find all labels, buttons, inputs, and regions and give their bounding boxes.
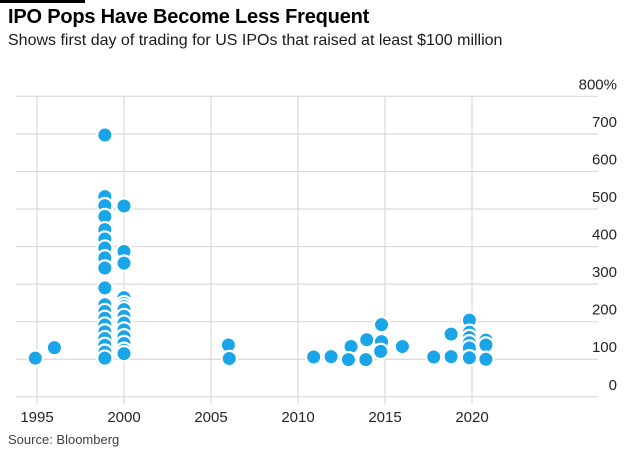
data-point: [425, 348, 443, 366]
data-point: [115, 344, 133, 363]
data-point: [45, 338, 64, 357]
y-axis-tick-label: 700: [592, 114, 617, 131]
data-point: [115, 197, 133, 215]
y-axis-tick-label: 400: [592, 227, 617, 244]
data-point: [96, 279, 114, 297]
x-axis-tick-label: 2020: [455, 409, 488, 426]
data-point: [358, 331, 376, 349]
source-attribution: Source: Bloomberg: [8, 432, 120, 447]
data-point: [96, 259, 114, 277]
y-axis-tick-label: 500: [592, 189, 617, 206]
data-point: [460, 349, 479, 367]
data-point: [339, 350, 358, 369]
x-axis-tick-label: 2005: [194, 409, 227, 426]
y-axis-tick-label: 600: [592, 151, 617, 168]
data-point: [322, 347, 340, 366]
data-point: [26, 349, 44, 367]
data-point: [371, 342, 390, 361]
data-point: [442, 325, 460, 343]
x-axis-tick-label: 2000: [107, 409, 140, 426]
data-point: [96, 349, 114, 367]
data-point: [477, 336, 495, 354]
x-axis-tick-label: 2010: [281, 409, 314, 426]
data-point: [442, 347, 460, 366]
chart-subtitle: Shows first day of trading for US IPOs t…: [8, 32, 503, 49]
x-axis-tick-label: 2015: [368, 409, 401, 426]
data-point: [357, 350, 375, 369]
chart-title: IPO Pops Have Become Less Frequent: [8, 6, 370, 28]
y-axis-tick-label: 100: [592, 339, 617, 356]
y-axis-tick-label: 800%: [579, 76, 617, 93]
y-axis-tick-label: 200: [592, 302, 617, 319]
data-point: [304, 348, 323, 366]
data-point: [393, 337, 412, 356]
data-point: [220, 349, 238, 368]
y-axis-tick-label: 0: [609, 377, 617, 394]
data-point: [115, 254, 133, 272]
data-point: [477, 350, 495, 368]
y-axis-tick-label: 300: [592, 264, 617, 281]
data-point: [372, 315, 391, 334]
brand-flag: [0, 0, 85, 3]
data-point: [96, 126, 114, 144]
x-axis-tick-label: 1995: [20, 409, 53, 426]
